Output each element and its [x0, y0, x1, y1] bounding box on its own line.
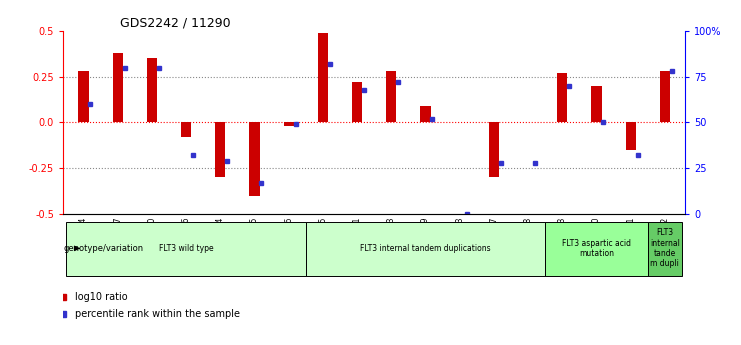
- Bar: [147, 59, 157, 122]
- Bar: [250, 122, 259, 196]
- Text: log10 ratio: log10 ratio: [76, 292, 128, 302]
- Text: FLT3 internal tandem duplications: FLT3 internal tandem duplications: [360, 244, 491, 253]
- Text: FLT3 wild type: FLT3 wild type: [159, 244, 213, 253]
- Text: percentile rank within the sample: percentile rank within the sample: [76, 309, 240, 319]
- Bar: [386, 71, 396, 122]
- Text: FLT3 aspartic acid
mutation: FLT3 aspartic acid mutation: [562, 239, 631, 258]
- Bar: [67, 222, 306, 276]
- Bar: [420, 106, 431, 122]
- Title: GDS2242 / 11290: GDS2242 / 11290: [120, 17, 230, 30]
- Bar: [181, 122, 191, 137]
- Bar: [113, 53, 123, 122]
- Bar: [489, 122, 499, 177]
- Bar: [659, 71, 670, 122]
- Bar: [318, 33, 328, 122]
- Text: genotype/variation: genotype/variation: [63, 244, 144, 253]
- Bar: [215, 122, 225, 177]
- Bar: [625, 122, 636, 150]
- Bar: [352, 82, 362, 122]
- Text: FLT3
internal
tande
m dupli: FLT3 internal tande m dupli: [650, 228, 679, 268]
- Bar: [557, 73, 568, 122]
- Bar: [284, 122, 294, 126]
- Bar: [591, 86, 602, 122]
- Bar: [648, 222, 682, 276]
- Bar: [545, 222, 648, 276]
- Bar: [306, 222, 545, 276]
- Bar: [79, 71, 89, 122]
